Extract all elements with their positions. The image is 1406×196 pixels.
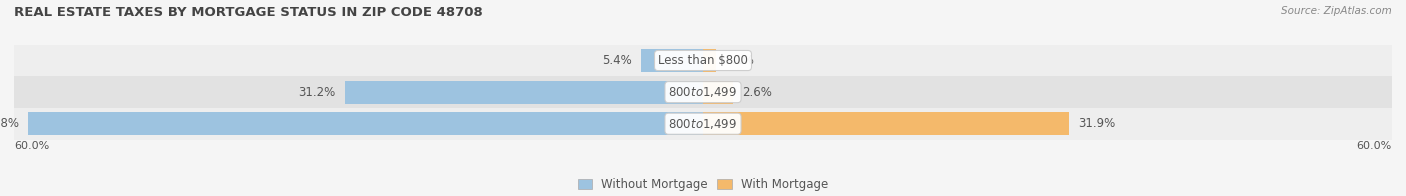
Text: $800 to $1,499: $800 to $1,499: [668, 85, 738, 99]
Text: 31.2%: 31.2%: [298, 86, 336, 99]
Text: Source: ZipAtlas.com: Source: ZipAtlas.com: [1281, 6, 1392, 16]
Bar: [703, 81, 733, 103]
Bar: [28, 112, 703, 135]
Bar: [641, 49, 703, 72]
Text: 58.8%: 58.8%: [0, 117, 18, 130]
Text: 60.0%: 60.0%: [14, 141, 49, 151]
Text: 60.0%: 60.0%: [1357, 141, 1392, 151]
Bar: [14, 45, 1392, 76]
Bar: [703, 49, 716, 72]
Bar: [14, 108, 1392, 140]
Text: 1.1%: 1.1%: [725, 54, 755, 67]
Bar: [344, 81, 703, 103]
Text: 31.9%: 31.9%: [1078, 117, 1116, 130]
Bar: [14, 76, 1392, 108]
Text: 5.4%: 5.4%: [602, 54, 631, 67]
Text: Less than $800: Less than $800: [658, 54, 748, 67]
Text: 2.6%: 2.6%: [742, 86, 772, 99]
Bar: [703, 112, 1070, 135]
Text: REAL ESTATE TAXES BY MORTGAGE STATUS IN ZIP CODE 48708: REAL ESTATE TAXES BY MORTGAGE STATUS IN …: [14, 6, 482, 19]
Text: $800 to $1,499: $800 to $1,499: [668, 117, 738, 131]
Legend: Without Mortgage, With Mortgage: Without Mortgage, With Mortgage: [574, 173, 832, 196]
